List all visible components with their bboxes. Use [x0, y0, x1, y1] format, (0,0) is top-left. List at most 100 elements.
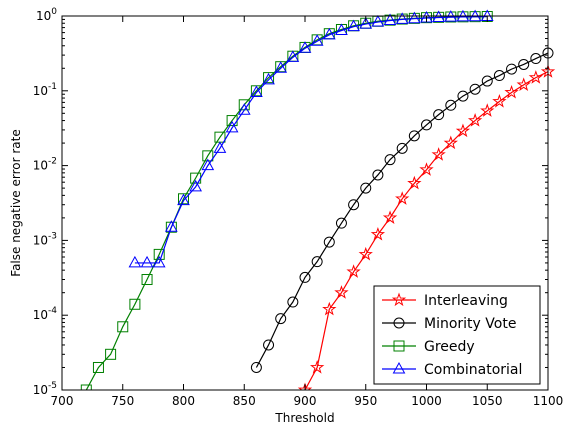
data-point-minority-vote [275, 313, 287, 325]
data-point-minority-vote [348, 199, 360, 211]
x-tick-label: 950 [354, 394, 377, 408]
y-tick-label: 10-3 [33, 231, 57, 247]
data-point-interleaving [346, 264, 361, 278]
data-point-combinatorial [177, 193, 190, 206]
data-point-greedy [202, 150, 214, 162]
data-point-combinatorial [274, 61, 288, 73]
data-point-minority-vote [421, 119, 432, 131]
legend-label-interleaving: Interleaving [424, 293, 508, 309]
legend-marker-minority-vote [393, 317, 405, 329]
data-point-combinatorial [152, 255, 166, 268]
legend-marker-greedy [393, 340, 405, 352]
data-point-minority-vote [530, 53, 542, 65]
data-point-minority-vote [323, 236, 335, 248]
x-axis-label: Threshold [274, 411, 334, 425]
data-point-combinatorial [359, 17, 373, 29]
data-point-minority-vote [469, 83, 481, 95]
data-point-interleaving [431, 147, 446, 161]
data-point-interleaving [516, 77, 531, 91]
x-tick-label: 900 [294, 394, 317, 408]
data-point-combinatorial [250, 85, 263, 97]
data-point-combinatorial [347, 19, 360, 32]
data-point-combinatorial [262, 72, 275, 85]
data-point-interleaving [528, 70, 544, 84]
data-point-combinatorial [420, 10, 433, 23]
data-point-combinatorial [371, 15, 385, 27]
data-point-minority-vote [372, 169, 384, 181]
x-tick-label: 700 [51, 394, 74, 408]
x-tick-label: 850 [233, 394, 256, 408]
y-tick-label: 10-5 [33, 381, 57, 397]
data-point-combinatorial [189, 179, 202, 192]
axes-layer: 700 750 800 850 900 950 1000 1050 1100 10-5 10-4 10… [33, 7, 564, 408]
data-point-interleaving [358, 246, 373, 261]
data-point-minority-vote [493, 70, 505, 82]
data-point-minority-vote [481, 75, 493, 87]
x-tick-label: 1050 [472, 394, 503, 408]
data-point-combinatorial [237, 103, 251, 115]
data-point-combinatorial [128, 255, 142, 268]
data-point-combinatorial [322, 27, 336, 40]
data-point-greedy [92, 361, 104, 373]
data-point-interleaving [297, 382, 313, 390]
data-point-minority-vote [433, 109, 445, 121]
data-point-minority-vote [384, 154, 396, 166]
data-point-combinatorial [140, 255, 154, 268]
data-point-combinatorial [286, 50, 300, 62]
data-point-interleaving [492, 93, 507, 108]
data-point-greedy [105, 348, 117, 360]
data-point-interleaving [480, 103, 495, 117]
y-tick-label: 10-4 [33, 306, 58, 322]
data-point-combinatorial [201, 158, 215, 171]
data-point-combinatorial [310, 34, 324, 46]
data-point-interleaving [443, 135, 458, 150]
data-point-combinatorial [225, 120, 239, 133]
data-point-combinatorial [298, 41, 312, 53]
legend-label-greedy: Greedy [424, 339, 475, 355]
data-point-interleaving [395, 191, 410, 205]
y-tick-label: 10-1 [33, 82, 57, 98]
data-point-minority-vote [445, 99, 457, 111]
data-point-greedy [129, 298, 141, 310]
data-point-interleaving [407, 175, 422, 190]
data-point-minority-vote [506, 63, 518, 75]
data-point-combinatorial [408, 11, 421, 24]
data-point-greedy [117, 321, 129, 333]
data-point-interleaving [455, 123, 471, 138]
data-point-minority-vote [311, 256, 323, 268]
series-line-minority-vote [255, 52, 549, 368]
legend: Interleaving Minority Vote Greedy Combinato… [373, 285, 541, 385]
legend-marker-interleaving [391, 292, 407, 307]
data-point-combinatorial [335, 23, 348, 35]
legend-label-minority-vote: Minority Vote [424, 316, 516, 332]
data-point-interleaving [322, 301, 337, 316]
data-point-interleaving [467, 113, 483, 127]
data-point-minority-vote [287, 296, 299, 308]
data-point-minority-vote [360, 182, 372, 194]
data-point-minority-vote [250, 361, 262, 373]
data-point-minority-vote [299, 271, 311, 283]
data-point-minority-vote [263, 339, 275, 351]
data-point-greedy [80, 384, 92, 390]
data-point-interleaving [419, 162, 434, 176]
data-point-minority-vote [335, 217, 347, 229]
series-line-combinatorial [134, 15, 488, 264]
data-point-combinatorial [165, 220, 178, 232]
y-tick-label: 10-2 [33, 157, 57, 173]
data-point-minority-vote [457, 90, 469, 102]
data-point-greedy [263, 72, 275, 84]
series-line-interleaving [304, 71, 549, 390]
data-point-minority-vote [518, 58, 530, 70]
legend-marker-combinatorial [392, 361, 406, 374]
x-tick-label: 750 [111, 394, 134, 408]
data-point-minority-vote [396, 142, 408, 154]
data-point-greedy [153, 248, 165, 260]
legend-label-combinatorial: Combinatorial [424, 362, 522, 378]
data-point-interleaving [334, 285, 349, 299]
data-point-interleaving [370, 226, 386, 241]
x-tick-label: 1000 [411, 394, 442, 408]
y-axis-label: False negative error rate [9, 129, 23, 276]
x-tick-label: 800 [172, 394, 195, 408]
data-point-interleaving [382, 210, 398, 224]
